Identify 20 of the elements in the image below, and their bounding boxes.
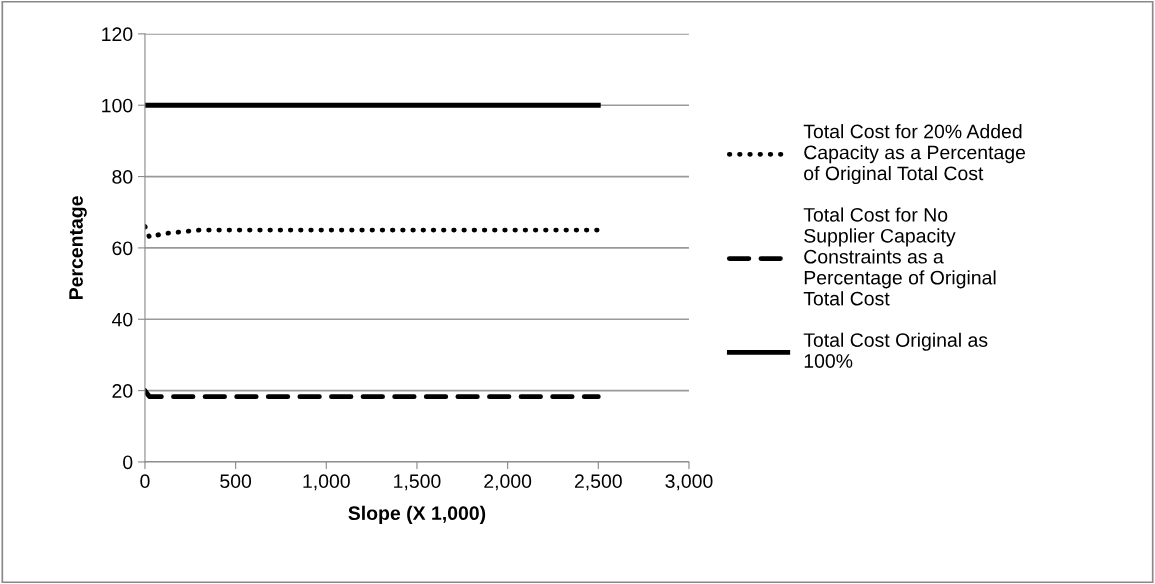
y-tick-label: 60 <box>112 241 133 256</box>
y-axis-title: Percentage <box>69 196 87 300</box>
x-tick-label: 500 <box>220 474 252 489</box>
y-tick-label: 80 <box>112 170 133 184</box>
x-tick-label: 2,500 <box>574 474 622 491</box>
x-tick-label: 1,500 <box>394 474 441 491</box>
x-tick-label: 0 <box>140 474 150 489</box>
y-tick-label: 40 <box>111 312 133 327</box>
y-tick-label: 120 <box>102 27 133 42</box>
x-tick-label: 2,000 <box>484 474 532 491</box>
y-tick-label: 0 <box>123 455 133 470</box>
line-series <box>144 224 601 240</box>
y-tick-label: 20 <box>112 384 133 398</box>
x-tick-label: 3,000 <box>665 474 713 491</box>
x-tick-label: 1,000 <box>303 474 350 491</box>
y-tick-label: 100 <box>102 98 133 113</box>
legend-label: Total Cost Original as 100% <box>803 332 988 368</box>
x-axis-title: Slope (X 1,000) <box>348 505 486 524</box>
legend-label: Total Cost for No Supplier Capacity Constraints as a Percentage of Original Total Cost <box>803 207 996 306</box>
legend-label: Total Cost for 20% Added Capacity as a Percentage of Original Total Cost <box>803 124 1026 185</box>
